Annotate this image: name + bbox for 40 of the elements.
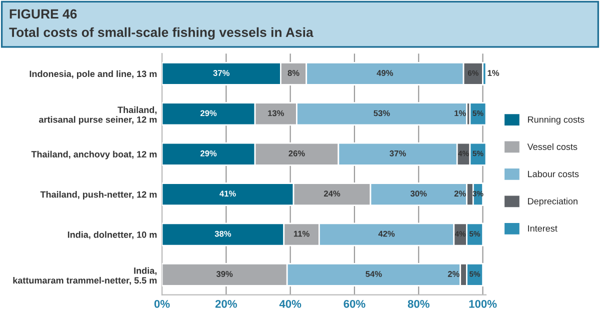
data-label: 1% xyxy=(454,110,466,116)
data-label: 29% xyxy=(200,150,217,156)
y-tick-label: Indonesia, pole and line, 13 m xyxy=(30,70,157,79)
data-label: 30% xyxy=(410,190,427,197)
y-tick-label: Thailand, anchovy boat, 12 m xyxy=(31,150,157,160)
data-label: 49% xyxy=(376,70,394,76)
data-label: 53% xyxy=(374,110,390,116)
x-tick-label: 80% xyxy=(408,300,430,308)
x-tick-label: 60% xyxy=(344,300,366,308)
data-label: 29% xyxy=(200,110,217,116)
text: FIGURE 46 xyxy=(10,9,77,19)
legend-label: Interest xyxy=(528,225,558,232)
data-label: 37% xyxy=(390,150,406,156)
data-label: 11% xyxy=(294,230,310,237)
legend-label: Labour costs xyxy=(528,170,579,178)
data-label: 39% xyxy=(216,271,233,277)
data-label: 54% xyxy=(366,271,382,277)
y-tick-label: Thailand, push-netter, 12 m xyxy=(40,191,157,200)
x-tick-label: 20% xyxy=(215,300,237,308)
y-tick-label: India, kattumaram trammel-netter, 5.5 m xyxy=(13,267,157,285)
y-tick-label: Thailand, artisanal purse seiner, 12 m xyxy=(38,106,157,125)
data-label: 26% xyxy=(288,150,305,156)
data-label: 41% xyxy=(220,190,236,197)
data-label: 2% xyxy=(448,271,460,277)
data-label: 42% xyxy=(378,230,395,237)
chart-subtitle: Total costs of small-scale fishing vessels in Asia xyxy=(9,27,314,40)
legend-label: Vessel costs xyxy=(527,143,578,150)
data-label: 38% xyxy=(214,230,232,237)
x-tick-label: 100% xyxy=(469,300,497,308)
x-tick-label: 40% xyxy=(279,300,302,308)
data-label: 13% xyxy=(268,110,284,116)
data-label: 1% xyxy=(488,70,500,76)
data-label: 2% xyxy=(454,190,466,197)
legend-label: Depreciation xyxy=(528,198,578,206)
legend-label: Running costs xyxy=(528,116,584,125)
data-label: 8% xyxy=(288,70,300,76)
y-tick-label: India, dolnetter, 10 m xyxy=(68,231,157,240)
data-label: 37% xyxy=(213,70,230,76)
data-label: 24% xyxy=(324,190,340,197)
x-tick-label: 0% xyxy=(154,300,170,308)
